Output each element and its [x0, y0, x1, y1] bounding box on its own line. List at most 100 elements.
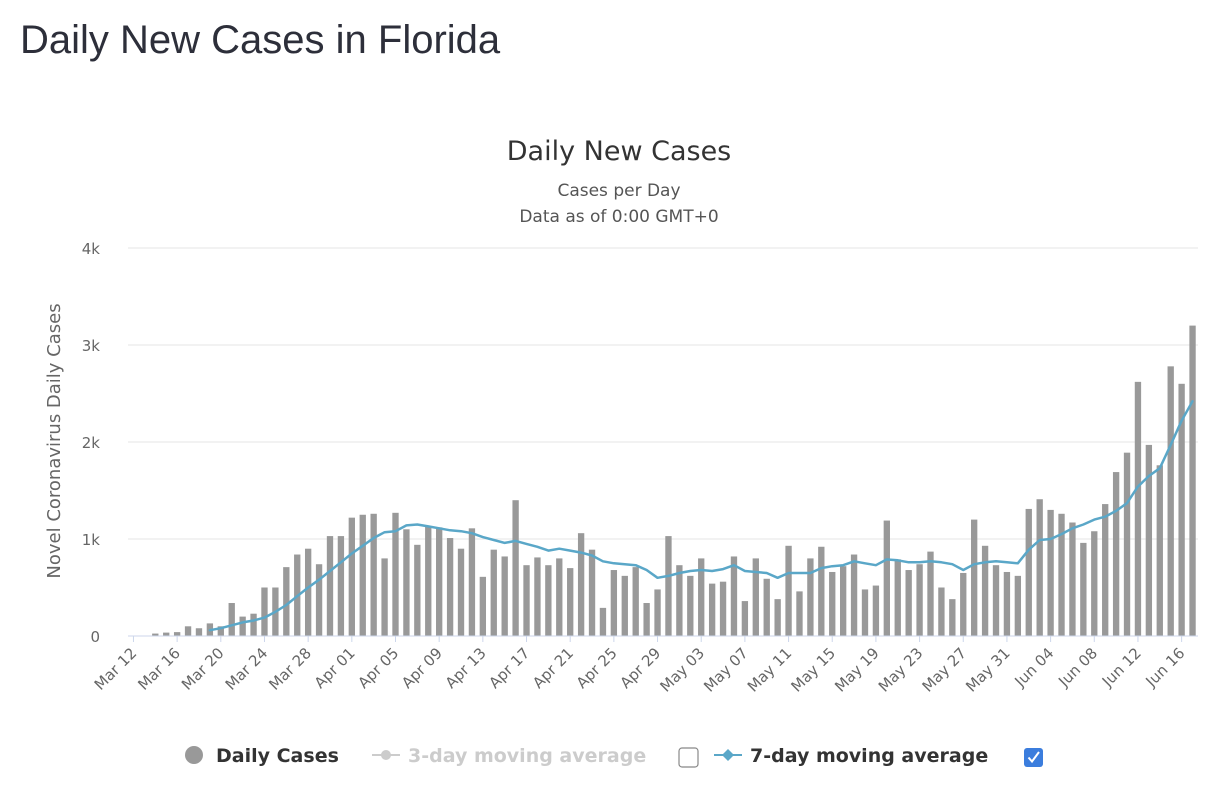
checkbox-7-day-box [1024, 748, 1043, 767]
x-tick-label: Apr 25 [573, 644, 621, 692]
daily-cases-bar [610, 570, 618, 636]
daily-cases-bar [523, 565, 530, 636]
x-tick-label: Mar 24 [222, 644, 272, 694]
daily-cases-bar [501, 556, 508, 636]
daily-cases-bar [337, 536, 345, 636]
daily-cases-bar [949, 599, 956, 636]
daily-cases-bar [446, 538, 454, 636]
x-tick-label: May 11 [744, 644, 796, 696]
checkbox-7-day-average[interactable] [1024, 748, 1043, 767]
daily-cases-bar [1058, 513, 1065, 636]
daily-cases-bar [1102, 504, 1109, 636]
legend-3-day-label: 3-day moving average [408, 745, 646, 767]
daily-cases-bar [981, 545, 989, 636]
y-axis-label: Novel Coronavirus Daily Cases [44, 303, 65, 578]
x-tick-label: Jun 12 [1098, 644, 1145, 691]
y-tick-label: 4k [82, 240, 101, 258]
daily-cases-bar [763, 578, 770, 636]
daily-cases-bar [807, 558, 814, 636]
daily-cases-bar [326, 536, 334, 636]
x-tick-label: Apr 17 [485, 644, 533, 692]
daily-cases-bar [992, 565, 1000, 636]
daily-cases-bar [1167, 366, 1174, 636]
x-tick-label: May 19 [831, 644, 883, 696]
daily-cases-bar [1036, 499, 1043, 636]
daily-cases-bar [512, 500, 519, 636]
daily-cases-bar [894, 559, 901, 636]
legend-item-daily-cases[interactable]: Daily Cases [185, 745, 339, 767]
x-tick-label: Apr 13 [442, 644, 490, 692]
chart-subtitle-line-2: Data as of 0:00 GMT+0 [519, 207, 718, 227]
legend-7-day-label: 7-day moving average [750, 745, 988, 767]
daily-cases-bar [490, 549, 497, 636]
daily-cases-bar [938, 587, 945, 636]
daily-cases-bar [195, 628, 203, 636]
legend-daily-cases-label: Daily Cases [216, 745, 339, 767]
legend-item-3-day-average[interactable]: 3-day moving average [372, 745, 646, 767]
daily-cases-bar [436, 527, 443, 636]
daily-cases-bar [916, 564, 923, 636]
daily-cases-bar [1069, 522, 1076, 636]
daily-cases-bar [184, 626, 192, 636]
daily-cases-bar [163, 632, 170, 636]
daily-cases-bar [654, 589, 661, 636]
x-tick-label: Jun 16 [1142, 644, 1189, 691]
daily-cases-bar [632, 567, 639, 636]
daily-cases-bar [217, 626, 224, 636]
daily-cases-bars [130, 325, 1196, 636]
daily-cases-bar [752, 558, 759, 636]
daily-cases-bar [687, 575, 694, 636]
daily-cases-bar [588, 549, 596, 636]
daily-cases-bar [774, 599, 781, 636]
daily-cases-bar [741, 601, 749, 636]
x-tick-label: Jun 04 [1011, 644, 1058, 691]
daily-cases-bar [665, 536, 672, 636]
y-tick-label: 3k [82, 337, 101, 355]
daily-cases-bar [643, 603, 650, 636]
daily-cases-bar [960, 572, 967, 636]
chart-subtitle-line-1: Cases per Day [557, 181, 680, 201]
checkmark-icon [1027, 751, 1040, 764]
x-tick-label: Mar 12 [91, 644, 141, 694]
checkbox-3-day-average[interactable] [678, 747, 699, 768]
daily-cases-bar [971, 519, 978, 636]
daily-cases-bar [850, 554, 858, 636]
daily-cases-bar [1178, 383, 1185, 636]
daily-cases-bar [403, 529, 410, 636]
daily-cases-bar [228, 603, 235, 636]
daily-cases-bar [545, 565, 552, 636]
x-tick-label: May 07 [700, 644, 752, 696]
legend-item-7-day-average[interactable]: 7-day moving average [714, 745, 988, 767]
x-tick-label: Mar 16 [134, 644, 184, 694]
grid-lines [128, 247, 1198, 540]
x-tick-label: Apr 21 [529, 644, 577, 692]
x-tick-label: Apr 01 [311, 644, 359, 692]
daily-cases-bar [173, 632, 181, 636]
y-tick-label: 0 [90, 628, 100, 646]
daily-cases-bar [730, 556, 738, 636]
x-tick-label: May 27 [919, 644, 971, 696]
y-axis-ticks: 0 1k 2k 3k 4k [82, 240, 101, 646]
daily-cases-bar [883, 520, 890, 636]
y-tick-label: 1k [82, 531, 101, 549]
daily-cases-bar [304, 548, 312, 636]
daily-cases-bar [425, 526, 432, 636]
daily-cases-bar [239, 616, 246, 636]
x-tick-label: Apr 05 [354, 644, 402, 692]
daily-cases-bar [1134, 381, 1142, 636]
daily-cases-bar [905, 570, 912, 636]
page-title: Daily New Cases in Florida [20, 18, 501, 62]
daily-cases-bar [1091, 531, 1098, 636]
daily-cases-bar [534, 557, 541, 636]
daily-cases-bar [621, 575, 628, 636]
legend-7-day-diamond-icon [722, 749, 734, 761]
daily-cases-bar [556, 558, 563, 636]
daily-cases-bar [1014, 575, 1022, 636]
daily-cases-bar [927, 551, 934, 636]
daily-cases-bar [1080, 542, 1087, 636]
x-tick-label: Mar 20 [178, 644, 228, 694]
daily-cases-bar [785, 545, 792, 636]
daily-cases-bar [1112, 472, 1120, 636]
daily-cases-bar [872, 585, 880, 636]
